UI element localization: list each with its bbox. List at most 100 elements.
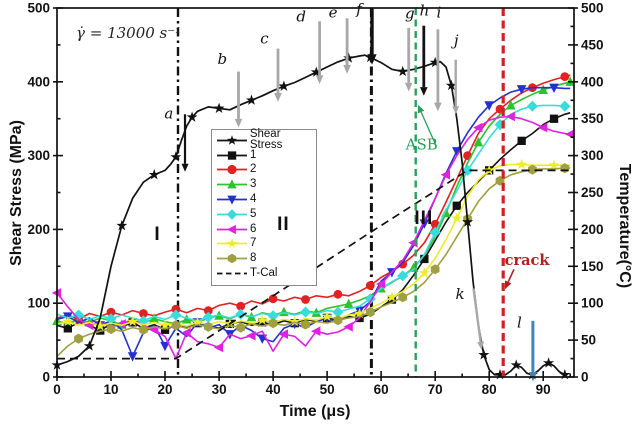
series-2 [56, 72, 571, 324]
arrow-f-head [367, 54, 377, 65]
y-axis-title-left: Shear Stress (MPa) [8, 120, 25, 266]
strain-rate-annotation: γ̇ = 13000 s⁻¹ [76, 24, 182, 42]
tick-label: 20 [157, 382, 172, 397]
legend-item-label: Shear Stress [249, 128, 283, 152]
arrow-e [343, 18, 351, 74]
tick-label: 70 [428, 382, 443, 397]
tick-label: 50 [581, 333, 596, 348]
arrow-i [434, 29, 442, 112]
arrow-j-head [452, 106, 460, 115]
x-axis-title: Time (μs) [279, 403, 351, 420]
legend-item-label: 2 [250, 163, 257, 176]
legend-item-label: 1 [250, 148, 257, 161]
region-label-i: I [154, 224, 161, 246]
label-b: b [217, 50, 227, 68]
tick-label: 100 [27, 296, 50, 311]
label-c: c [260, 29, 269, 47]
tick-label: 80 [482, 382, 497, 397]
tick-label: 300 [581, 148, 604, 163]
label-crack: crack [505, 252, 551, 269]
label-a: a [164, 105, 173, 123]
legend-marker-triangle-left-icon [217, 224, 247, 234]
legend-item-label: 4 [250, 193, 257, 206]
tick-label: 50 [320, 382, 335, 397]
legend-marker-hexagon-icon [217, 253, 247, 264]
legend-marker-star-icon [217, 238, 247, 249]
tick-label: 200 [27, 222, 50, 237]
arrow-e-head [343, 65, 351, 74]
arrow-asb-arrow-head [417, 104, 425, 114]
arrow-c-head [274, 93, 282, 102]
label-f: f [355, 0, 364, 18]
legend-item-label: 8 [250, 252, 257, 265]
arrow-c [274, 48, 282, 102]
arrow-f [367, 8, 377, 65]
label-e: e [329, 4, 338, 22]
arrow-crack-arrow-head [504, 280, 512, 290]
tick-label: 0 [42, 370, 50, 385]
arrow-k [472, 288, 485, 350]
tick-label: 0 [581, 370, 589, 385]
legend-item-label: 5 [250, 207, 257, 220]
arrow-d [315, 21, 324, 84]
legend-item-6: 6 [216, 222, 316, 237]
tick-label: 500 [581, 1, 604, 16]
legend-item-5: 5 [216, 207, 316, 222]
legend-item-shear-stress: Shear Stress [216, 129, 316, 151]
label-i: i [436, 4, 441, 22]
arrow-i-head [434, 102, 442, 112]
region-label-ii: II [277, 213, 290, 235]
tick-label: 0 [53, 382, 61, 397]
arrow-b-head [234, 118, 243, 128]
tick-label: 40 [266, 382, 281, 397]
arrow-l [528, 320, 537, 382]
legend-marker-diamond-icon [217, 209, 247, 220]
tick-label: 200 [581, 222, 604, 237]
arrow-d-head [315, 75, 324, 84]
arrow-k-head [477, 341, 485, 350]
tick-label: 250 [581, 185, 604, 200]
legend: Shear Stress 1 2 3 4 5 6 7 8 T-Cal [211, 129, 317, 286]
series-t-cal [57, 169, 571, 360]
tick-label: 400 [581, 74, 604, 89]
arrow-j [452, 59, 460, 115]
tick-label: 30 [212, 382, 227, 397]
legend-item-8: 8 [216, 251, 316, 266]
region-label-iii: III [414, 208, 434, 230]
legend-item-label: 6 [250, 222, 257, 235]
tick-label: 10 [103, 382, 118, 397]
tick-label: 150 [581, 259, 604, 274]
y-axis-title-right: Temperature(°C) [616, 163, 633, 289]
tick-label: 100 [581, 296, 604, 311]
arrow-b [234, 71, 243, 128]
tick-label: 500 [27, 1, 50, 16]
arrow-asb-arrow [417, 104, 437, 147]
arrow-h-head [420, 87, 428, 96]
legend-marker-triangle-up-icon [217, 179, 247, 189]
tick-label: 400 [27, 74, 50, 89]
legend-marker-triangle-down-icon [217, 195, 247, 205]
label-g: g [405, 4, 415, 22]
tick-label: 350 [581, 111, 604, 126]
legend-item-t-cal: T-Cal [216, 266, 316, 281]
legend-item-1: 1 [216, 148, 316, 163]
legend-marker-dash-icon [217, 272, 247, 275]
label-k: k [455, 285, 464, 303]
label-asb: ASB [405, 136, 438, 154]
label-h: h [420, 1, 430, 19]
legend-marker-circle-icon [217, 165, 247, 175]
label-d: d [296, 7, 306, 25]
series-5 [56, 100, 571, 327]
legend-marker-square-icon [217, 151, 247, 160]
legend-item-label: T-Cal [250, 267, 278, 280]
legend-item-2: 2 [216, 163, 316, 178]
tick-label: 90 [536, 382, 551, 397]
arrow-h [420, 25, 428, 96]
legend-item-7: 7 [216, 237, 316, 252]
tick-label: 60 [374, 382, 389, 397]
legend-item-4: 4 [216, 192, 316, 207]
tick-label: 300 [27, 148, 50, 163]
label-j: j [451, 32, 459, 50]
